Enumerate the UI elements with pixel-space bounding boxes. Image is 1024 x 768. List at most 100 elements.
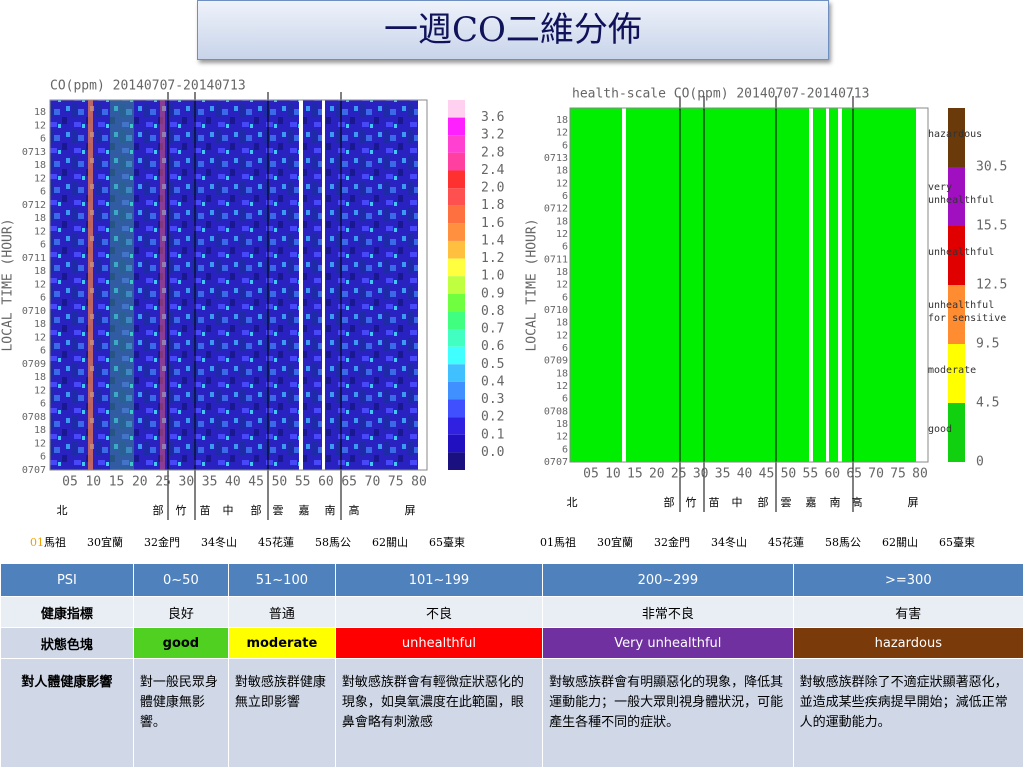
table-cell: 普通 xyxy=(227,596,336,628)
region-label: 高 xyxy=(852,495,863,509)
colorbar-label: 0.6 xyxy=(481,339,504,354)
region-label: 屏 xyxy=(908,496,919,509)
y-tick-label: 18 xyxy=(556,419,568,430)
y-tick-label: 12 xyxy=(34,279,46,290)
y-tick-label: 6 xyxy=(562,242,568,253)
region-label: 中 xyxy=(732,496,743,509)
station-code: 62 xyxy=(882,536,896,549)
table-row: 狀態色塊 good moderate unhealthful Very unhealth… xyxy=(0,627,1024,659)
colorbar-label: 1.0 xyxy=(481,269,504,284)
colorbar-label: 3.2 xyxy=(481,128,504,143)
station-name: 關山 xyxy=(386,536,408,549)
x-tick-label: 45 xyxy=(248,475,264,490)
colorbar-cell xyxy=(448,170,465,189)
colorbar-label: 0.5 xyxy=(481,357,504,372)
station-code: 34 xyxy=(711,536,725,549)
colorbar-band xyxy=(948,403,965,462)
x-tick-label: 35 xyxy=(715,467,731,482)
colorbar-label: 0.7 xyxy=(481,322,504,337)
colorbar-cell xyxy=(448,434,465,453)
region-label: 北 xyxy=(57,504,68,517)
y-tick-label: 0711 xyxy=(22,253,46,264)
table-cell: 有害 xyxy=(792,596,1024,628)
y-tick-label: 0709 xyxy=(22,359,46,370)
health-map-gap xyxy=(622,108,626,462)
charts: CO(ppm) 20140707-20140713 LOCAL TIME (HOU… xyxy=(1,79,1008,550)
y-tick-label: 0707 xyxy=(544,457,568,468)
station-code: 65 xyxy=(429,536,443,549)
health-map-gap xyxy=(838,108,842,462)
station-name: 宜蘭 xyxy=(611,535,633,549)
colorbar-label: 0.2 xyxy=(481,410,504,425)
band-label: for sensitive xyxy=(928,313,1006,324)
x-tick-label: 80 xyxy=(912,467,928,482)
y-tick-label: 18 xyxy=(34,107,46,118)
station-code: 01 xyxy=(30,536,44,549)
station-name: 臺東 xyxy=(953,535,975,549)
colorbar-band xyxy=(948,226,965,285)
colorbar-label: 2.0 xyxy=(481,181,504,196)
y-tick-label: 12 xyxy=(34,385,46,396)
colorbar-cell xyxy=(448,381,465,400)
heatmap-stripe xyxy=(110,100,134,470)
y-axis-label: LOCAL TIME (HOUR) xyxy=(1,218,16,351)
colorbar-label: 9.5 xyxy=(976,337,999,352)
x-tick-label: 45 xyxy=(759,467,775,482)
table-cell: 非常不良 xyxy=(542,596,794,628)
heatmap-gap xyxy=(299,100,303,470)
band-label: unhealthful xyxy=(928,247,994,258)
band-label: hazardous xyxy=(928,129,982,140)
band-label: very xyxy=(928,182,952,193)
station-code: 58 xyxy=(825,536,839,549)
colorbar-cell xyxy=(448,117,465,136)
x-tick-label: 65 xyxy=(341,475,357,490)
y-tick-label: 0708 xyxy=(544,406,568,417)
colorbar-label: 1.2 xyxy=(481,251,504,266)
x-tick-label: 50 xyxy=(272,475,288,490)
region-label: 竹 xyxy=(176,503,187,517)
station-code: 32 xyxy=(654,536,668,549)
health-map-gap xyxy=(826,108,829,462)
x-tick-label: 05 xyxy=(583,467,599,482)
x-tick-label: 60 xyxy=(824,467,840,482)
colorbar-cell xyxy=(448,100,465,118)
x-tick-label: 30 xyxy=(693,467,709,482)
y-tick-label: 0713 xyxy=(22,147,46,158)
y-tick-label: 12 xyxy=(34,438,46,449)
station-label: 58馬公 xyxy=(315,536,351,549)
region-label: 竹 xyxy=(686,495,697,509)
station-name: 臺東 xyxy=(443,535,465,549)
station-label: 34冬山 xyxy=(201,535,237,549)
x-tick-label: 20 xyxy=(132,475,148,490)
y-tick-label: 6 xyxy=(562,191,568,202)
y-tick-label: 18 xyxy=(34,372,46,383)
station-label: 32金門 xyxy=(144,535,180,549)
station-label: 45花蓮 xyxy=(768,535,804,549)
colorbar-label: 4.5 xyxy=(976,396,999,411)
colorbar-label: 30.5 xyxy=(976,160,1007,175)
table-cell: unhealthful xyxy=(334,627,544,659)
colorbar-cell xyxy=(448,293,465,312)
station-label: 01馬祖 xyxy=(30,535,66,549)
colorbar-cell xyxy=(448,276,465,294)
station-label: 45花蓮 xyxy=(258,535,294,549)
region-label: 南 xyxy=(325,504,336,517)
station-label: 34冬山 xyxy=(711,535,747,549)
station-code: 30 xyxy=(597,536,611,549)
y-tick-label: 12 xyxy=(556,178,568,189)
y-tick-label: 0709 xyxy=(544,356,568,367)
table-cell: 200~299 xyxy=(542,563,794,597)
colorbar-label: 1.6 xyxy=(481,216,504,231)
colorbar-band xyxy=(948,285,965,344)
colorbar-label: 0.9 xyxy=(481,286,504,301)
y-tick-label: 12 xyxy=(556,432,568,443)
y-tick-label: 12 xyxy=(556,229,568,240)
region-label: 部 xyxy=(251,503,262,517)
colorbar-label: 3.6 xyxy=(481,110,504,125)
colorbar-cell xyxy=(448,311,465,330)
region-dividers xyxy=(167,92,854,520)
y-tick-label: 0711 xyxy=(544,254,568,265)
station-name: 花蓮 xyxy=(272,535,294,549)
x-tick-label: 20 xyxy=(649,467,665,482)
colorbar-label: 0.8 xyxy=(481,304,504,319)
